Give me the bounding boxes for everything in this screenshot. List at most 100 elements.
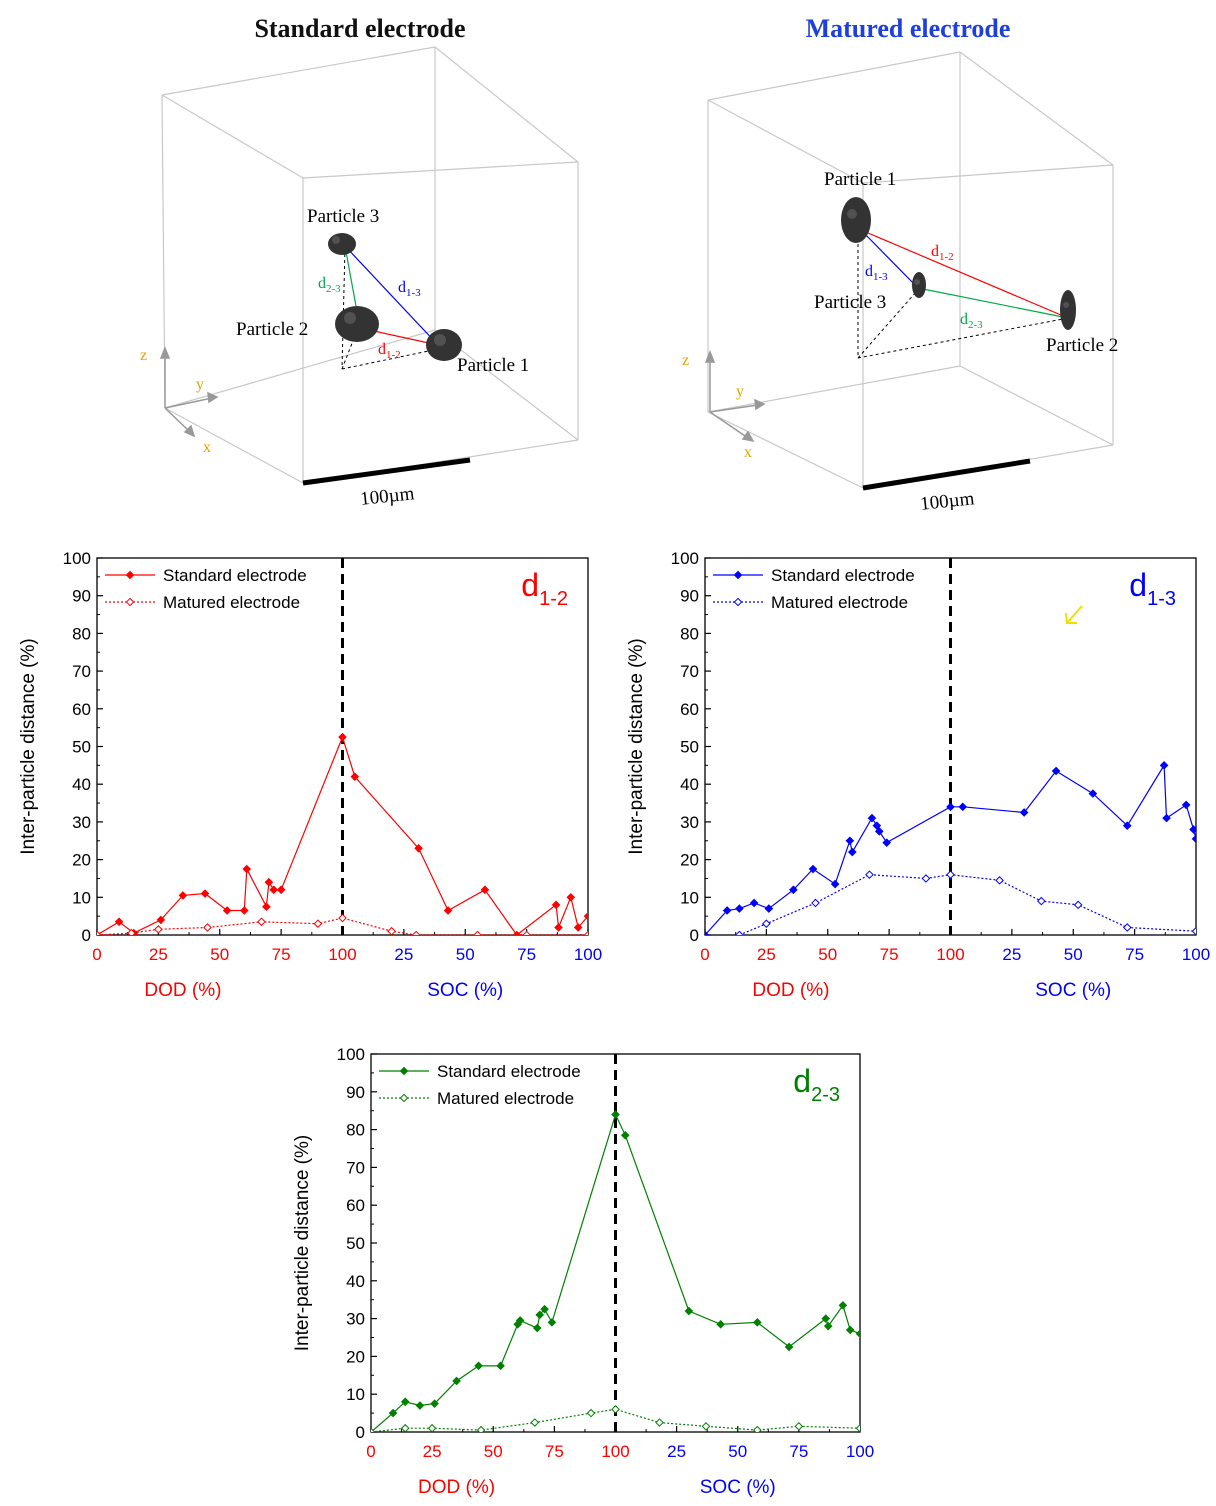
data-point bbox=[535, 1310, 545, 1320]
particle-2-label: Particle 2 bbox=[1046, 335, 1118, 356]
y-tick-label: 70 bbox=[72, 662, 91, 681]
legend-marker bbox=[125, 597, 135, 607]
series-line bbox=[97, 917, 588, 935]
data-point bbox=[874, 827, 884, 836]
data-point bbox=[242, 864, 252, 874]
y-tick-label: 30 bbox=[680, 813, 699, 832]
data-point bbox=[512, 930, 522, 935]
projection-lines bbox=[857, 232, 1069, 359]
particle-blobs bbox=[841, 197, 1076, 330]
data-point bbox=[946, 802, 955, 812]
axis-label-x: x bbox=[744, 444, 752, 461]
data-point bbox=[838, 1301, 848, 1310]
axis-label-y: y bbox=[736, 383, 744, 400]
data-point bbox=[203, 923, 212, 932]
x-axis-label-soc: SOC (%) bbox=[427, 980, 503, 1001]
data-point bbox=[540, 1304, 549, 1314]
x-tick-label: 100 bbox=[846, 1442, 874, 1461]
scale-label: 100µm bbox=[359, 483, 415, 510]
yellow-arrow-icon bbox=[1065, 605, 1083, 624]
x-tick-label: 0 bbox=[366, 1442, 375, 1461]
data-point bbox=[496, 1361, 505, 1371]
x-tick-label: 50 bbox=[728, 1442, 747, 1461]
distance-line-d13 bbox=[860, 229, 919, 289]
data-point bbox=[239, 906, 249, 915]
data-point bbox=[1122, 923, 1132, 932]
cube-title-standard: Standard electrode bbox=[254, 14, 466, 43]
data-point bbox=[1051, 766, 1061, 776]
data-point bbox=[1159, 761, 1169, 770]
data-point bbox=[430, 1399, 439, 1408]
data-point bbox=[97, 930, 102, 935]
data-point bbox=[764, 904, 774, 913]
series-standard bbox=[705, 761, 1196, 935]
label-d23: d2-3 bbox=[960, 311, 983, 331]
data-point bbox=[784, 1342, 794, 1352]
y-tick-label: 100 bbox=[63, 549, 91, 568]
data-point bbox=[811, 898, 820, 908]
axis-label-z: z bbox=[682, 352, 689, 369]
data-point bbox=[154, 925, 163, 934]
cube-diagram-matured: z y x 100µm Particle 1 Particle 3 Partic… bbox=[682, 51, 1118, 510]
distance-line-d23 bbox=[917, 287, 1069, 319]
y-tick-label: 100 bbox=[671, 549, 699, 568]
y-tick-label: 90 bbox=[72, 587, 91, 606]
data-point bbox=[586, 1408, 596, 1418]
legend-marker bbox=[125, 570, 135, 580]
y-tick-label: 10 bbox=[346, 1385, 365, 1404]
data-point bbox=[611, 1110, 620, 1119]
y-tick-label: 20 bbox=[680, 851, 699, 870]
x-tick-label: 75 bbox=[272, 945, 291, 964]
data-point bbox=[551, 900, 561, 910]
series-matured bbox=[371, 1405, 860, 1432]
y-axis-label: Inter-particle distance (%) bbox=[18, 638, 39, 854]
x-tick-label: 75 bbox=[1125, 945, 1144, 964]
y-tick-label: 50 bbox=[346, 1234, 365, 1253]
data-point bbox=[554, 923, 563, 932]
y-tick-label: 30 bbox=[346, 1310, 365, 1329]
particle-1-blob bbox=[841, 197, 871, 243]
data-point bbox=[178, 891, 188, 900]
cube-diagram-standard: z y x 100µm Particle 3 Particle 2 Partic… bbox=[140, 46, 579, 510]
y-tick-label: 70 bbox=[680, 662, 699, 681]
data-point bbox=[882, 838, 891, 847]
data-point bbox=[414, 843, 423, 853]
x-tick-label: 50 bbox=[210, 945, 229, 964]
data-point bbox=[821, 1314, 831, 1323]
legend-marker bbox=[399, 1093, 409, 1103]
y-tick-label: 100 bbox=[337, 1045, 365, 1064]
y-tick-label: 60 bbox=[72, 700, 91, 719]
data-point bbox=[1181, 800, 1191, 810]
x-axis-label-dod: DOD (%) bbox=[144, 980, 221, 1001]
label-d12: d1-2 bbox=[931, 243, 954, 263]
legend-marker bbox=[733, 570, 743, 580]
data-point bbox=[1019, 808, 1029, 817]
x-tick-label: 25 bbox=[394, 945, 413, 964]
data-point bbox=[855, 1329, 860, 1339]
data-point bbox=[808, 864, 818, 874]
y-tick-label: 70 bbox=[346, 1158, 365, 1177]
data-point bbox=[655, 1418, 664, 1427]
x-tick-label: 25 bbox=[757, 945, 776, 964]
particle-3-label: Particle 3 bbox=[814, 292, 886, 313]
data-point bbox=[264, 877, 274, 887]
x-axis-label-soc: SOC (%) bbox=[1035, 980, 1111, 1001]
data-point bbox=[946, 870, 955, 879]
data-point bbox=[1189, 825, 1196, 834]
legend-label: Standard electrode bbox=[437, 1062, 581, 1081]
data-point bbox=[156, 915, 166, 925]
data-point bbox=[583, 930, 588, 935]
x-tick-label: 100 bbox=[328, 945, 356, 964]
data-point bbox=[958, 802, 968, 812]
data-point bbox=[995, 876, 1004, 885]
legend-label: Matured electrode bbox=[771, 593, 908, 612]
y-tick-label: 30 bbox=[72, 813, 91, 832]
x-tick-label: 25 bbox=[149, 945, 168, 964]
data-point bbox=[620, 1130, 630, 1140]
x-tick-label: 50 bbox=[818, 945, 837, 964]
data-point bbox=[473, 930, 482, 935]
x-tick-label: 75 bbox=[789, 1442, 808, 1461]
x-tick-label: 100 bbox=[574, 945, 602, 964]
data-point bbox=[276, 885, 286, 895]
y-tick-label: 40 bbox=[346, 1272, 365, 1291]
